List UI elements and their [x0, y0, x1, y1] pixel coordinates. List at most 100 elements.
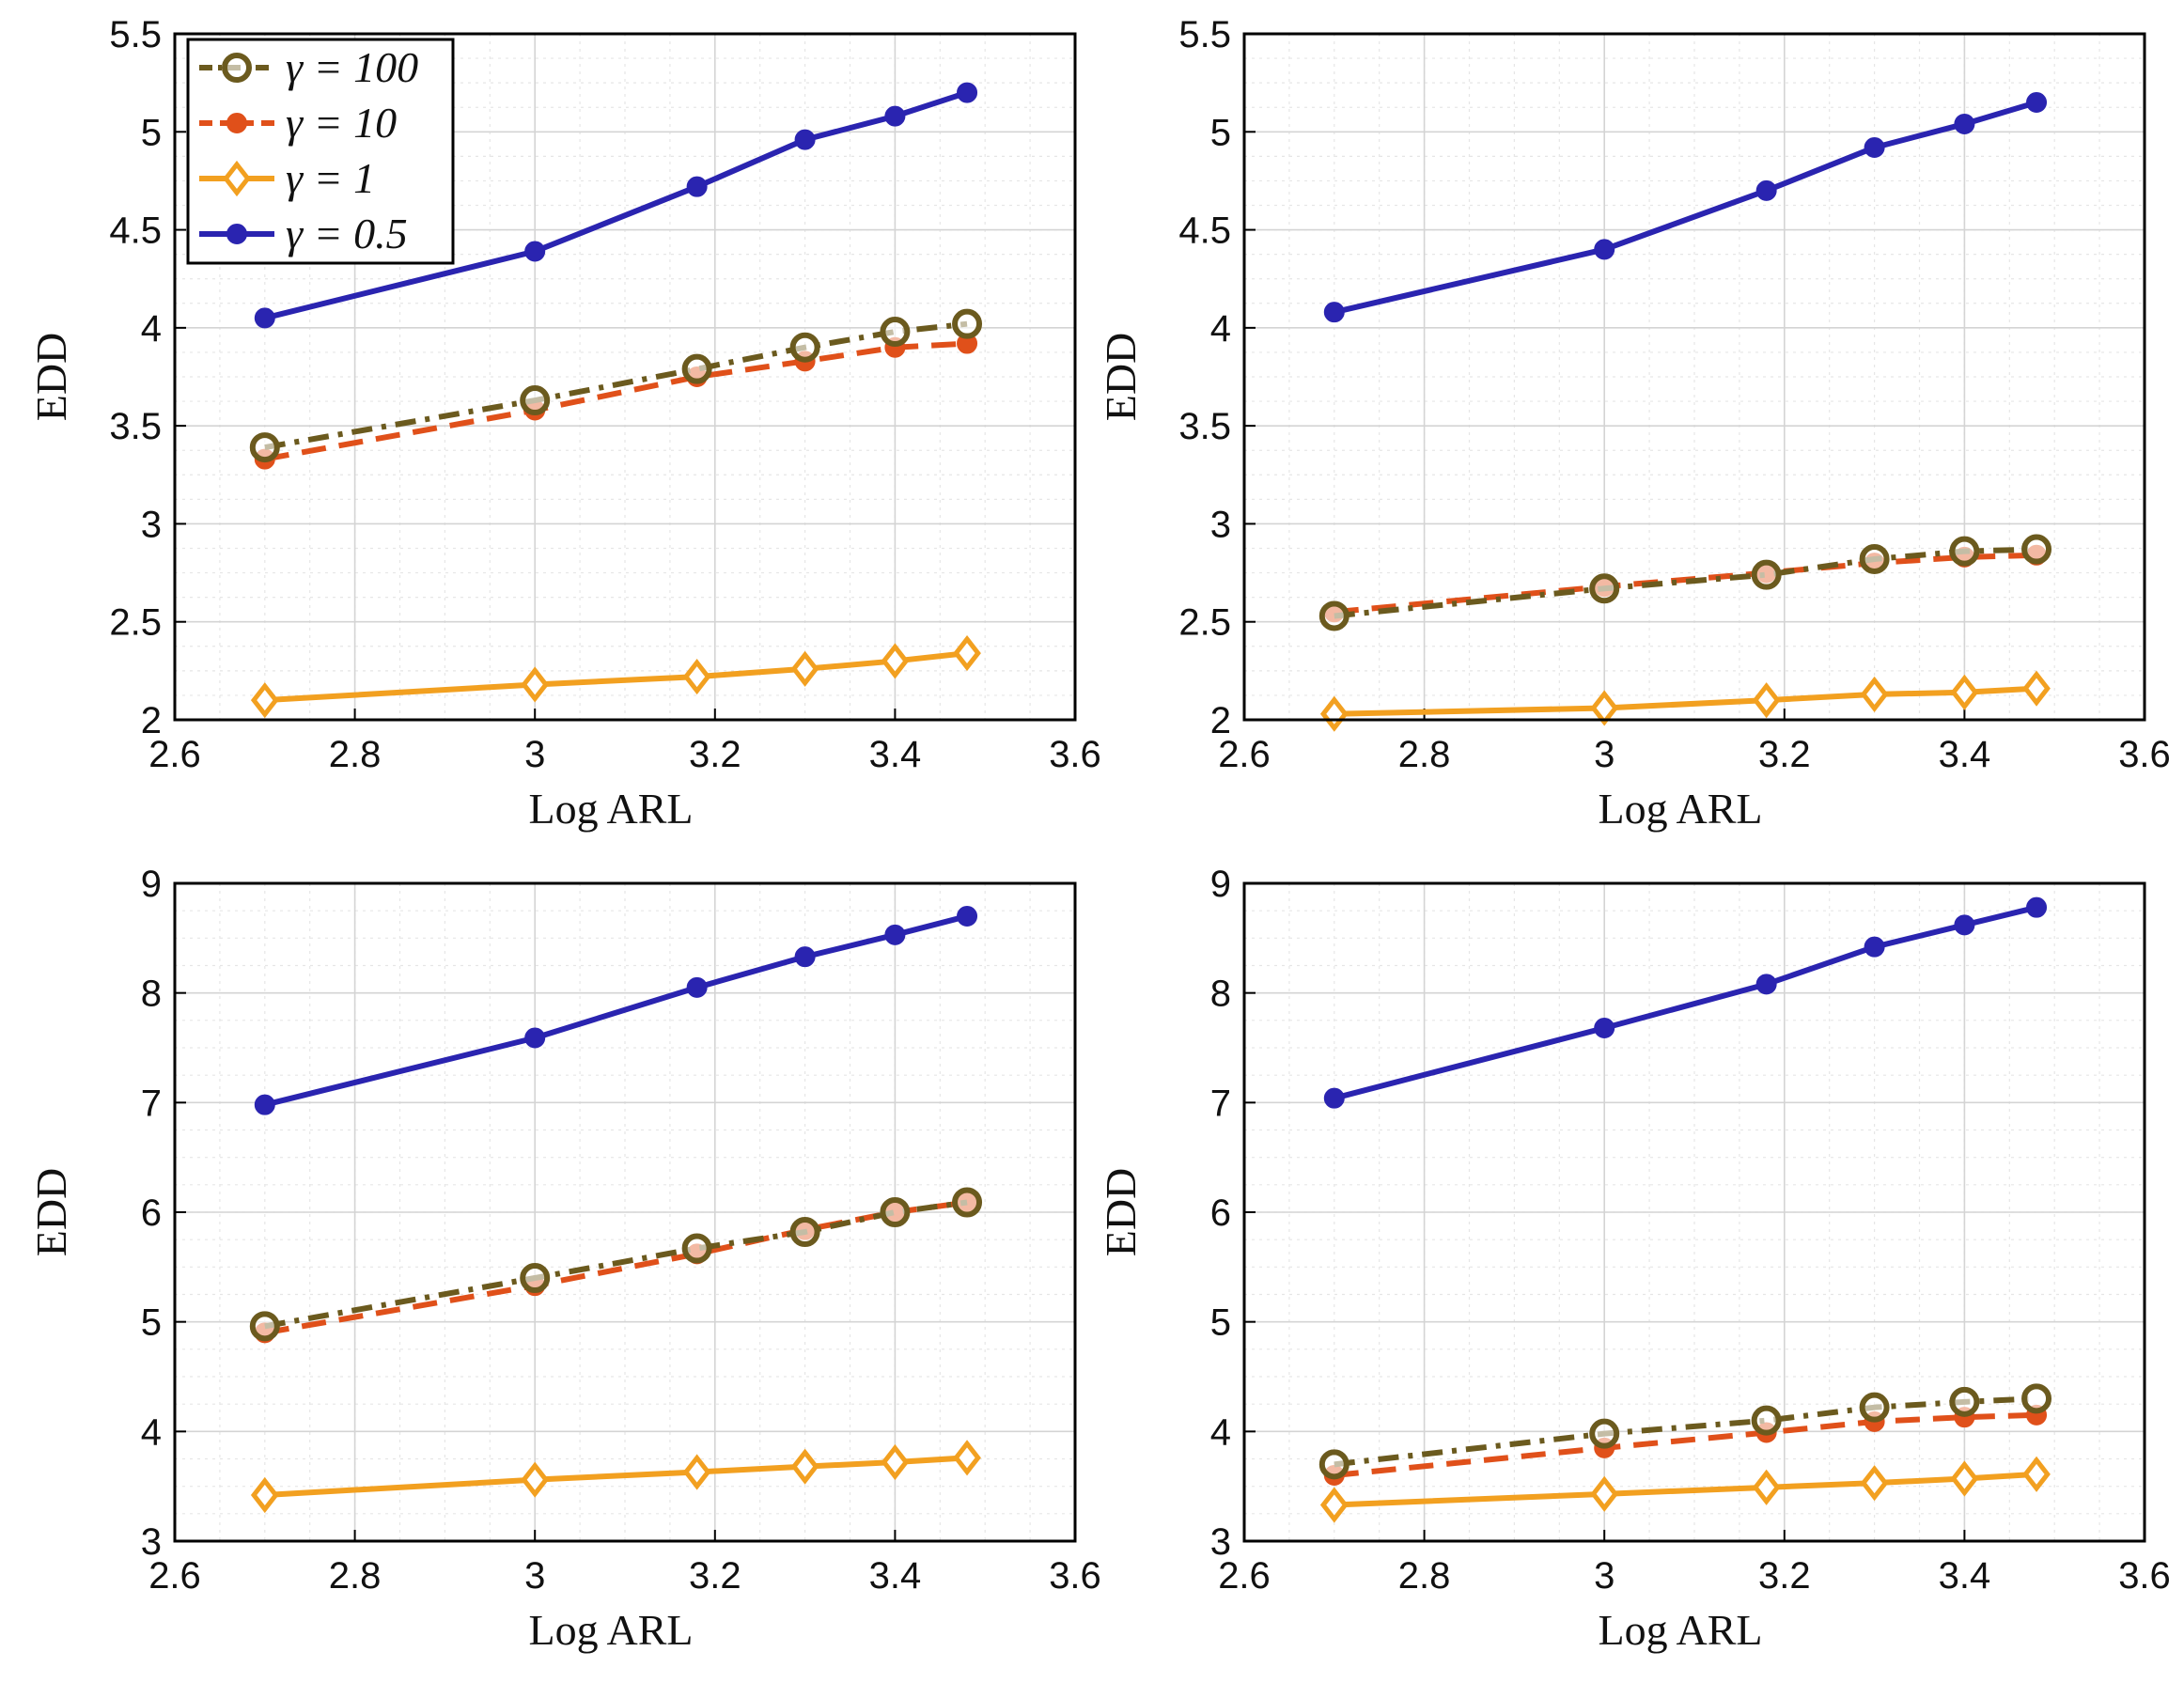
axes-frame: [1242, 32, 2146, 722]
data-point: [1590, 1475, 1619, 1512]
legend-label: γ = 10: [286, 99, 397, 147]
data-point: [881, 643, 910, 679]
series-line: [1334, 546, 2037, 619]
series-line: [264, 913, 968, 1108]
data-point: [2021, 534, 2052, 565]
x-tick-label: 3.6: [1049, 734, 1101, 775]
series-line: [1334, 1395, 2037, 1468]
data-point: [1594, 1018, 1615, 1038]
legend-label: γ = 1: [286, 154, 375, 202]
data-point: [524, 241, 546, 262]
data-point: [1950, 1460, 1979, 1497]
legend-entry-g1: γ = 1: [199, 154, 375, 202]
data-point: [794, 129, 816, 150]
y-tick-label: 4: [141, 308, 162, 350]
data-point: [1589, 573, 1620, 604]
y-tick-label: 2: [1210, 700, 1231, 741]
data-point: [1751, 1405, 1782, 1436]
data-point: [1752, 682, 1781, 719]
y-tick-label: 3.5: [109, 406, 162, 447]
data-point: [254, 307, 275, 329]
data-point: [520, 385, 551, 416]
data-point: [881, 1443, 910, 1481]
data-point: [250, 682, 279, 719]
data-point: [1323, 1087, 1345, 1109]
legend-entry-g10: γ = 10: [199, 99, 397, 147]
data-point: [1859, 543, 1890, 574]
data-point: [1950, 674, 1979, 710]
data-point: [957, 906, 978, 927]
data-point: [520, 1263, 551, 1293]
x-tick-label: 3.4: [869, 734, 922, 775]
x-tick-label: 3.4: [869, 1555, 922, 1597]
y-tick-label: 5.5: [109, 14, 162, 55]
y-tick-label: 3: [141, 1521, 162, 1563]
y-tick-label: 4: [141, 1411, 162, 1453]
grid: [174, 882, 1076, 1542]
x-tick-label: 3.2: [689, 1555, 741, 1597]
axes-frame: [173, 32, 1077, 722]
x-axis-title: Log ARL: [528, 1606, 693, 1654]
y-tick-label: 2: [141, 700, 162, 741]
y-tick-label: 9: [141, 864, 162, 905]
series-line: [1334, 904, 2037, 1101]
x-tick-label: 3.2: [1758, 734, 1811, 775]
chart-panel-top-left: 2.6 2.8 3 3.2 3.4 3.6 2 2.5 3 3.5 4 4.5 5 5.5 Log ARL E…: [27, 14, 1101, 833]
y-tick-label: 5: [141, 112, 162, 153]
x-tick-label: 3: [524, 1555, 545, 1597]
series-g100: [1318, 534, 2052, 631]
data-point: [686, 976, 708, 998]
data-point: [2026, 896, 2048, 918]
series-line: [264, 340, 968, 462]
y-axis-title: EDD: [27, 1168, 75, 1257]
data-point: [952, 1187, 983, 1218]
legend: γ = 100 γ = 10 γ = 1 γ = 0.5: [186, 38, 455, 265]
y-tick-label: 4: [1210, 1411, 1231, 1453]
data-point: [884, 924, 906, 945]
x-axis-title: Log ARL: [528, 785, 693, 833]
data-point: [1755, 974, 1777, 995]
series-line: [1334, 1411, 2037, 1478]
data-point: [1860, 1465, 1889, 1502]
y-axis-title: EDD: [27, 333, 75, 422]
legend-marker: [222, 53, 252, 83]
data-point: [789, 1217, 820, 1247]
y-tick-label: 3.5: [1178, 406, 1231, 447]
data-point: [1589, 1418, 1620, 1449]
x-tick-label: 3: [524, 734, 545, 775]
chart-panel-bottom-left: 2.6 2.8 3 3.2 3.4 3.6 3 4 5 6 7 8 9 Log ARL EDD: [27, 864, 1101, 1654]
data-point: [1954, 914, 1975, 936]
data-point: [1864, 936, 1885, 958]
series-g05: [254, 906, 978, 1115]
legend-label: γ = 100: [286, 43, 418, 91]
y-axis-title: EDD: [1097, 1168, 1145, 1257]
data-point: [1751, 559, 1782, 590]
data-point: [682, 659, 711, 695]
series-g100: [249, 308, 983, 463]
series-g1: [1319, 670, 2051, 732]
data-point: [953, 1440, 981, 1476]
y-tick-label: 2.5: [109, 602, 162, 644]
x-tick-label: 3.6: [2118, 734, 2171, 775]
data-point: [1323, 302, 1345, 323]
legend-entry-g100: γ = 100: [199, 43, 418, 91]
x-tick-label: 2.8: [1398, 1555, 1451, 1597]
data-point: [521, 1461, 550, 1498]
data-point: [1318, 600, 1349, 631]
series-g1: [250, 635, 981, 719]
plot-area: [1244, 34, 2145, 720]
data-point: [249, 432, 280, 463]
x-tick-label: 2.6: [1218, 734, 1271, 775]
data-point: [524, 1027, 546, 1049]
axes-frame: [1242, 881, 2146, 1543]
legend-entry-g05: γ = 0.5: [199, 210, 408, 257]
y-tick-label: 6: [1210, 1192, 1231, 1234]
y-tick-label: 4.5: [1178, 210, 1231, 252]
x-tick-label: 3.6: [2118, 1555, 2171, 1597]
y-tick-label: 7: [1210, 1083, 1231, 1124]
y-tick-label: 8: [141, 974, 162, 1015]
data-point: [884, 105, 906, 127]
axes-frame: [173, 881, 1077, 1543]
data-point: [2021, 1383, 2052, 1414]
